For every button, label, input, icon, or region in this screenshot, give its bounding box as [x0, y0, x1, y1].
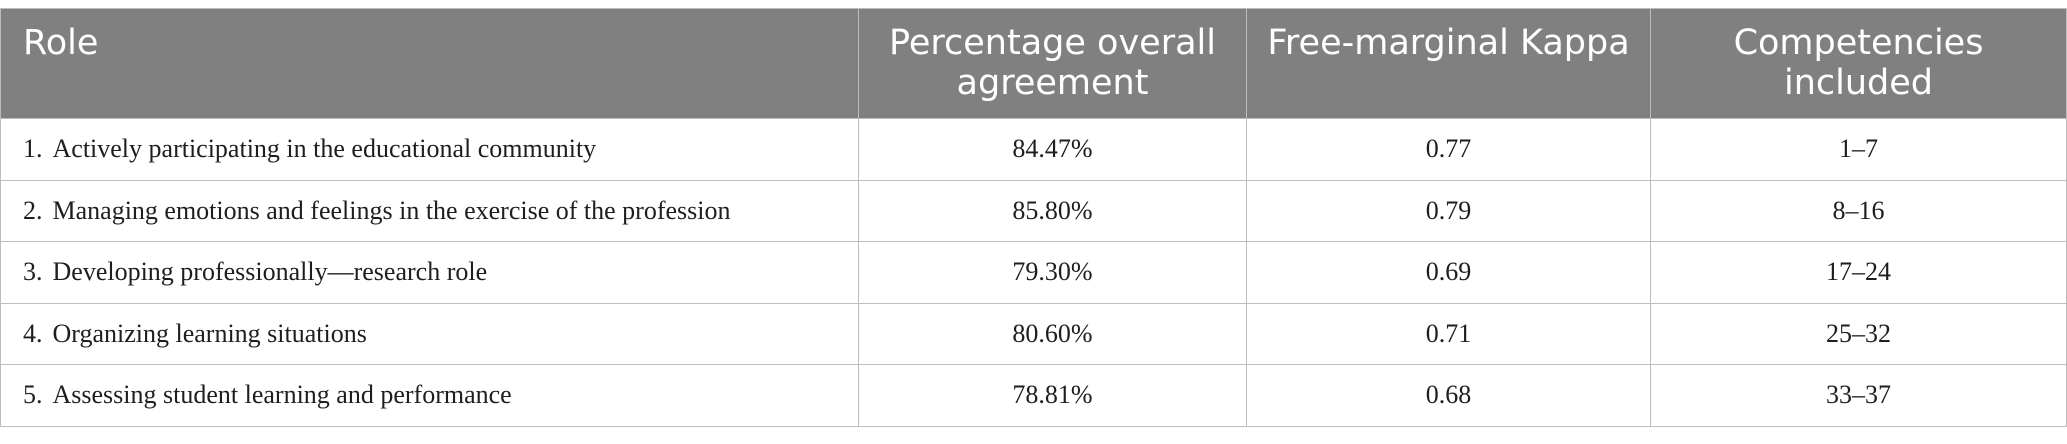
role-name: Managing emotions and feelings in the ex…	[52, 195, 731, 225]
role-name: Actively participating in the educationa…	[52, 134, 597, 164]
row-number: 1.	[23, 134, 43, 164]
header-row: Role Percentage overall agreement Free-m…	[0, 8, 2067, 119]
row-number: 4.	[23, 318, 43, 348]
role-cell: 1. Actively participating in the educatio…	[0, 118, 859, 181]
percentage-cell: 80.60%	[858, 302, 1247, 365]
competencies-cell: 25–32	[1650, 302, 2067, 365]
table-row: 5. Assessing student learning and perform…	[0, 364, 2067, 427]
header-competencies: Competencies included	[1650, 8, 2067, 119]
role-cell: 4. Organizing learning situations	[0, 302, 859, 365]
competencies-cell: 33–37	[1650, 364, 2067, 427]
table-row: 2. Managing emotions and feelings in the …	[0, 179, 2067, 242]
role-cell: 3. Developing professionally—research rol…	[0, 241, 859, 304]
header-percentage: Percentage overall agreement	[858, 8, 1247, 119]
kappa-cell: 0.77	[1246, 118, 1651, 181]
table-row: 1. Actively participating in the educatio…	[0, 118, 2067, 181]
header-role: Role	[0, 8, 859, 119]
agreement-table: Role Percentage overall agreement Free-m…	[0, 8, 2067, 427]
role-name: Developing professionally—research role	[52, 257, 488, 287]
table-body: 1. Actively participating in the educatio…	[0, 118, 2067, 427]
role-name: Organizing learning situations	[52, 318, 367, 348]
table-row: 4. Organizing learning situations 80.60% …	[0, 302, 2067, 365]
percentage-cell: 85.80%	[858, 179, 1247, 242]
percentage-cell: 78.81%	[858, 364, 1247, 427]
row-number: 2.	[23, 195, 43, 225]
row-number: 5.	[23, 380, 43, 410]
data-table-container: Role Percentage overall agreement Free-m…	[0, 8, 2067, 427]
kappa-cell: 0.69	[1246, 241, 1651, 304]
competencies-cell: 17–24	[1650, 241, 2067, 304]
row-number: 3.	[23, 257, 43, 287]
competencies-cell: 1–7	[1650, 118, 2067, 181]
percentage-cell: 84.47%	[858, 118, 1247, 181]
kappa-cell: 0.71	[1246, 302, 1651, 365]
percentage-cell: 79.30%	[858, 241, 1247, 304]
table-header: Role Percentage overall agreement Free-m…	[0, 8, 2067, 119]
table-row: 3. Developing professionally—research rol…	[0, 241, 2067, 304]
kappa-cell: 0.79	[1246, 179, 1651, 242]
role-cell: 5. Assessing student learning and perform…	[0, 364, 859, 427]
kappa-cell: 0.68	[1246, 364, 1651, 427]
role-cell: 2. Managing emotions and feelings in the …	[0, 179, 859, 242]
competencies-cell: 8–16	[1650, 179, 2067, 242]
role-name: Assessing student learning and performan…	[52, 380, 512, 410]
header-kappa: Free-marginal Kappa	[1246, 8, 1651, 119]
